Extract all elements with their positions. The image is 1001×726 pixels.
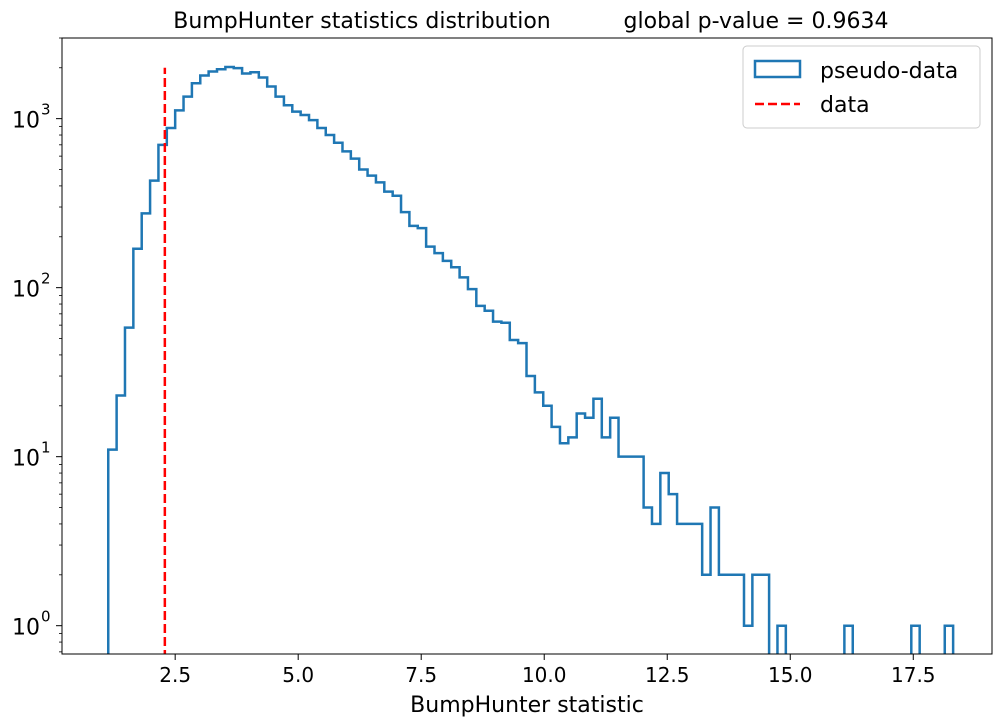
legend-swatch-pseudo-data	[753, 59, 802, 79]
x-tick-label: 2.5	[159, 663, 191, 687]
x-tick-label: 10.0	[522, 663, 567, 687]
plot-frame	[61, 37, 993, 655]
pseudo-data-histogram-step	[107, 65, 955, 654]
legend: pseudo-data data	[742, 45, 981, 129]
y-tick-exponent: 3	[41, 101, 51, 119]
global-p-value-label: global p-value = 0.9634	[624, 9, 889, 34]
legend-box	[742, 45, 981, 129]
y-tick-label: 10	[12, 447, 40, 472]
x-axis-ticks: 2.5 5.0 7.5 10.0 12.5 15.0 17.5	[159, 654, 936, 687]
y-tick-exponent: 2	[41, 270, 51, 288]
y-tick-label: 10	[12, 278, 40, 303]
x-tick-label: 17.5	[891, 663, 936, 687]
chart-title: BumpHunter statistics distribution	[173, 9, 551, 34]
y-tick-label: 10	[12, 616, 40, 641]
legend-label-data: data	[820, 93, 870, 118]
x-tick-label: 12.5	[645, 663, 690, 687]
x-axis-label: BumpHunter statistic	[410, 693, 644, 718]
x-tick-label: 5.0	[282, 663, 314, 687]
x-tick-label: 7.5	[405, 663, 437, 687]
x-tick-label: 15.0	[768, 663, 813, 687]
plot-area	[107, 65, 955, 654]
y-tick-label: 10	[12, 109, 40, 134]
y-tick-exponent: 0	[41, 608, 51, 626]
legend-label-pseudo-data: pseudo-data	[820, 59, 958, 84]
y-tick-exponent: 1	[41, 439, 51, 457]
